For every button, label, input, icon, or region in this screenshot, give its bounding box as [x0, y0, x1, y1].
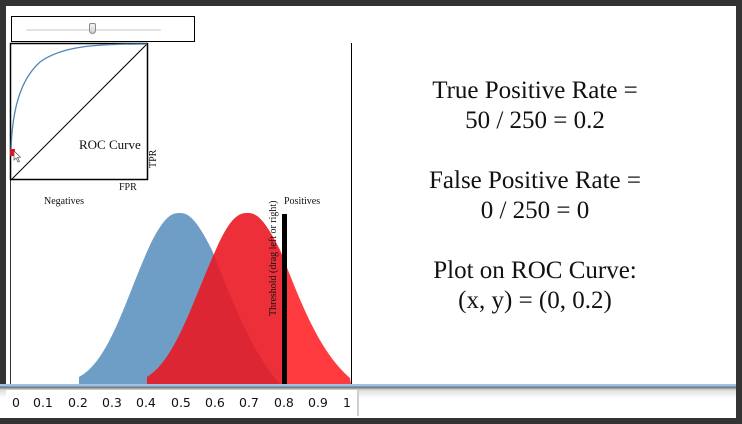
negatives-label: Negatives: [44, 196, 84, 207]
roc-title: ROC Curve: [79, 137, 141, 152]
threshold-label[interactable]: Threshold (drag left or right): [268, 200, 279, 316]
fpr-formula: 0 / 250 = 0: [480, 197, 590, 224]
window-frame-right: [736, 0, 742, 424]
plot-title: Plot on ROC Curve:: [433, 257, 637, 284]
rate-summary: True Positive Rate = 50 / 250 = 0.2 Fals…: [380, 76, 690, 316]
distribution-chart: [10, 43, 352, 384]
distribution-slider[interactable]: [11, 16, 195, 42]
axis-tick: 0.6: [205, 395, 225, 410]
roc-x-label: FPR: [119, 182, 137, 193]
axis-tick: 0.7: [239, 395, 259, 410]
window-frame-bottom: [0, 418, 742, 424]
axis-tick: 1: [343, 395, 351, 410]
slider-thumb[interactable]: [89, 23, 96, 34]
axis-tick: 0.5: [171, 395, 191, 410]
roc-diagonal-line: [10, 43, 148, 181]
roc-panel: [9, 42, 149, 181]
roc-curve-line: [10, 43, 148, 153]
tpr-formula: 50 / 250 = 0.2: [465, 107, 605, 134]
axis-tick: 0.4: [136, 395, 156, 410]
axis-tick: 0.3: [102, 395, 122, 410]
positives-label: Positives: [284, 196, 321, 207]
roc-current-point: [10, 149, 15, 156]
x-axis: 0 0.1 0.2 0.3 0.4 0.5 0.6 0.7 0.8 0.9 1: [6, 390, 359, 416]
tpr-title: True Positive Rate =: [432, 77, 638, 104]
axis-tick: 0.9: [308, 395, 328, 410]
axis-tick: 0: [12, 395, 20, 410]
mouse-cursor-icon: [13, 150, 22, 163]
axis-tick: 0.1: [33, 395, 53, 410]
distribution-curves: [79, 213, 351, 384]
axis-tick: 0.2: [68, 395, 88, 410]
fpr-title: False Positive Rate =: [429, 167, 641, 194]
axis-tick: 0.8: [274, 395, 294, 410]
roc-y-label: TPR: [148, 149, 159, 168]
plot-formula: (x, y) = (0, 0.2): [458, 287, 612, 314]
threshold-line[interactable]: [282, 214, 287, 384]
